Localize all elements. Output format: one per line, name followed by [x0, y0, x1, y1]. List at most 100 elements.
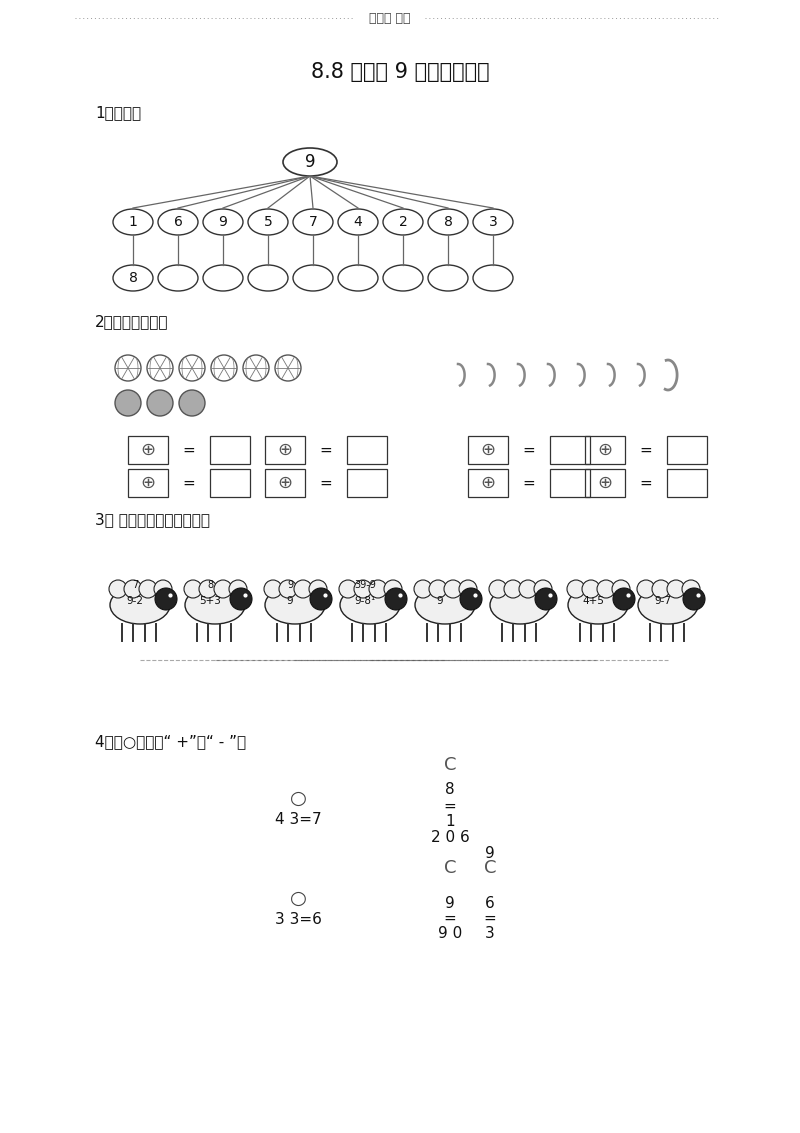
Text: 9: 9: [445, 895, 455, 911]
Bar: [210, 469, 250, 497]
Text: 5+3: 5+3: [199, 596, 221, 606]
Circle shape: [613, 588, 635, 610]
Bar: [468, 436, 508, 465]
Text: =: =: [522, 443, 535, 458]
Bar: [585, 436, 625, 465]
Circle shape: [229, 580, 247, 598]
Text: 9: 9: [286, 596, 294, 606]
Circle shape: [667, 580, 685, 598]
Circle shape: [154, 580, 172, 598]
Circle shape: [597, 580, 615, 598]
Text: 4、在○里填上“ +”或“ - ”。: 4、在○里填上“ +”或“ - ”。: [95, 734, 246, 750]
Text: 3: 3: [485, 926, 495, 940]
Text: 6: 6: [485, 895, 495, 911]
Circle shape: [199, 580, 217, 598]
Circle shape: [369, 580, 387, 598]
Text: 8: 8: [129, 271, 138, 286]
Circle shape: [504, 580, 522, 598]
Bar: [550, 436, 590, 465]
Text: 7: 7: [309, 215, 318, 229]
Circle shape: [155, 588, 177, 610]
Circle shape: [683, 588, 705, 610]
Circle shape: [535, 588, 557, 610]
Text: 9-2: 9-2: [126, 596, 143, 606]
Circle shape: [139, 580, 157, 598]
Text: 8: 8: [207, 580, 213, 590]
Circle shape: [179, 390, 205, 416]
Text: 1、填一填: 1、填一填: [95, 105, 141, 120]
Bar: [265, 469, 305, 497]
Circle shape: [567, 580, 585, 598]
Ellipse shape: [638, 586, 698, 624]
Bar: [550, 469, 590, 497]
Text: ⊕: ⊕: [141, 441, 155, 459]
Circle shape: [459, 580, 477, 598]
Text: 7: 7: [132, 580, 138, 590]
Circle shape: [339, 580, 357, 598]
Text: 名校名 推荐: 名校名 推荐: [370, 11, 410, 25]
Text: 9: 9: [485, 845, 495, 860]
Text: ⊕: ⊕: [598, 441, 613, 459]
Text: ○: ○: [290, 888, 306, 908]
Bar: [347, 436, 387, 465]
Bar: [667, 469, 707, 497]
Bar: [347, 469, 387, 497]
Text: 9: 9: [437, 596, 443, 606]
Text: 39-9: 39-9: [354, 580, 376, 590]
Text: 6: 6: [174, 215, 182, 229]
Circle shape: [444, 580, 462, 598]
Circle shape: [429, 580, 447, 598]
Circle shape: [354, 580, 372, 598]
Bar: [667, 436, 707, 465]
Circle shape: [115, 390, 141, 416]
Ellipse shape: [110, 586, 170, 624]
Text: 4 3=7: 4 3=7: [274, 812, 322, 827]
Text: 3: 3: [489, 215, 498, 229]
Text: 5: 5: [264, 215, 272, 229]
Text: =: =: [444, 911, 456, 926]
Text: C: C: [444, 859, 456, 877]
Text: ⊕: ⊕: [481, 441, 495, 459]
Circle shape: [124, 580, 142, 598]
Text: 8.8 得数是 9 的加法和减法: 8.8 得数是 9 的加法和减法: [310, 62, 490, 82]
Text: ⊕: ⊕: [598, 474, 613, 492]
Text: 9: 9: [305, 153, 315, 171]
Ellipse shape: [568, 586, 628, 624]
Circle shape: [612, 580, 630, 598]
Text: 9: 9: [218, 215, 227, 229]
Circle shape: [310, 588, 332, 610]
Circle shape: [264, 580, 282, 598]
Text: 2、看图列式计算: 2、看图列式计算: [95, 315, 169, 330]
Text: =: =: [320, 476, 332, 491]
Bar: [265, 436, 305, 465]
Text: 2 0 6: 2 0 6: [430, 830, 470, 845]
Text: =: =: [444, 799, 456, 813]
Text: =: =: [484, 911, 496, 926]
Text: =: =: [522, 476, 535, 491]
Text: ⊕: ⊕: [481, 474, 495, 492]
Circle shape: [534, 580, 552, 598]
Circle shape: [414, 580, 432, 598]
Circle shape: [460, 588, 482, 610]
Circle shape: [184, 580, 202, 598]
Text: 3、 用线连出各自的好朋友: 3、 用线连出各自的好朋友: [95, 512, 210, 528]
Bar: [468, 469, 508, 497]
Circle shape: [214, 580, 232, 598]
Text: 4: 4: [354, 215, 362, 229]
Circle shape: [309, 580, 327, 598]
Bar: [128, 436, 168, 465]
Text: ○: ○: [290, 789, 306, 808]
Circle shape: [279, 580, 297, 598]
Text: C: C: [444, 756, 456, 774]
Ellipse shape: [415, 586, 475, 624]
Text: ⊕: ⊕: [278, 441, 293, 459]
Text: =: =: [182, 476, 195, 491]
Circle shape: [637, 580, 655, 598]
Circle shape: [230, 588, 252, 610]
Circle shape: [682, 580, 700, 598]
Circle shape: [489, 580, 507, 598]
Ellipse shape: [185, 586, 245, 624]
Text: 8: 8: [443, 215, 453, 229]
Text: 4+5: 4+5: [582, 596, 604, 606]
Text: 8: 8: [445, 783, 455, 798]
